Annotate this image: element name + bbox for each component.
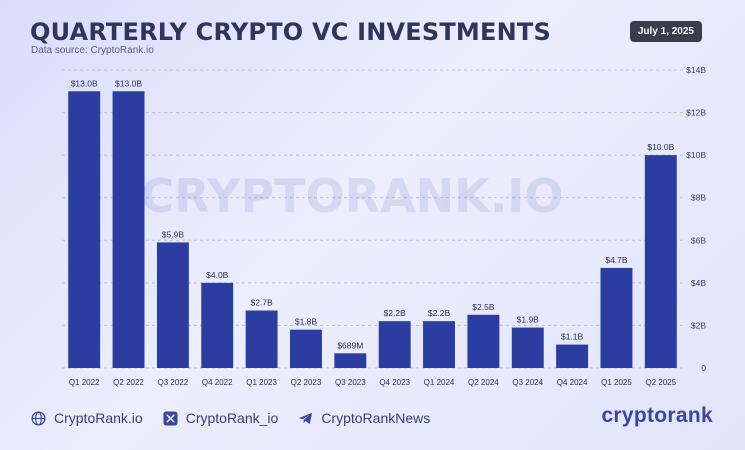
data-source-note: Data source: CryptoRank.io (31, 45, 154, 56)
footer-link-label: CryptoRankNews (321, 410, 431, 426)
chart-bars (68, 91, 677, 369)
bar (245, 310, 278, 368)
bar (600, 267, 633, 368)
bar (334, 353, 367, 368)
x-logo-icon (163, 410, 178, 426)
y-tick-label: 0 (701, 363, 706, 373)
x-tick-label: Q1 2022 (69, 378, 100, 387)
bar (156, 242, 189, 368)
globe-icon (31, 410, 46, 426)
x-tick-label: Q2 2023 (291, 378, 322, 387)
watermark: CRYPTORANK.IO (140, 169, 563, 223)
bar (556, 344, 589, 368)
page-title: QUARTERLY CRYPTO VC INVESTMENTS (30, 18, 551, 46)
y-tick-label: $12B (686, 108, 706, 118)
bar-data-label: $1.9B (517, 315, 540, 325)
bar-data-label: $13.0B (71, 78, 98, 88)
bar-data-label: $4.0B (206, 270, 229, 280)
bar-data-label: $4.7B (605, 255, 628, 265)
brand-logo: cryptorank (601, 404, 713, 427)
y-tick-label: $10B (686, 150, 706, 160)
bar-data-label: $2.2B (384, 308, 407, 318)
bar-data-label: $2.7B (250, 298, 273, 308)
bar-data-label: $1.1B (561, 332, 584, 342)
footer-link-x[interactable]: CryptoRank_io (163, 410, 279, 426)
x-tick-label: Q2 2025 (645, 378, 676, 387)
footer-link-label: CryptoRank_io (185, 410, 279, 426)
bar-data-label: $2.2B (428, 308, 451, 318)
bar (644, 155, 677, 368)
footer-link-telegram[interactable]: CryptoRankNews (298, 410, 430, 426)
x-tick-label: Q4 2023 (379, 378, 410, 387)
x-tick-label: Q3 2024 (512, 378, 543, 387)
y-tick-label: $2B (691, 320, 706, 330)
bar (378, 321, 411, 368)
footer-links: CryptoRank.io CryptoRank_io CryptoRankNe… (31, 410, 430, 426)
x-tick-label: Q4 2024 (557, 378, 588, 387)
footer-link-label: CryptoRank.io (54, 410, 143, 426)
x-tick-label: Q1 2025 (601, 378, 632, 387)
bar-data-label: $13.0B (115, 78, 142, 88)
y-tick-label: $14B (686, 65, 706, 75)
x-tick-label: Q3 2023 (335, 378, 366, 387)
bar-data-label: $689M (337, 340, 363, 350)
y-tick-label: $8B (691, 193, 706, 203)
bar (467, 314, 500, 368)
x-tick-label: Q2 2024 (468, 378, 499, 387)
x-tick-label: Q3 2022 (158, 378, 189, 387)
bar-data-label: $1.8B (295, 317, 318, 327)
bar (112, 91, 145, 369)
bar (423, 321, 456, 368)
chart-x-tick-labels: Q1 2022 Q2 2022 Q3 2022 Q4 2022 Q1 2023 Q2 20… (69, 378, 677, 387)
bar (289, 329, 322, 368)
bar-data-label: $5.9B (162, 229, 185, 239)
footer-link-website[interactable]: CryptoRank.io (31, 410, 143, 426)
date-badge: July 1, 2025 (629, 21, 702, 42)
chart-data-labels: $13.0B $13.0B $5.9B $4.0B $2.7B $1.8B $689M $2.… (71, 78, 675, 350)
bar (511, 327, 544, 368)
y-tick-label: $6B (691, 235, 706, 245)
bar-data-label: $2.5B (472, 302, 495, 312)
x-tick-label: Q4 2022 (202, 378, 233, 387)
x-tick-label: Q1 2024 (424, 378, 455, 387)
telegram-icon (298, 411, 313, 426)
chart-y-tick-labels: 0 $2B $4B $6B $8B $10B $12B $14B (686, 65, 706, 373)
x-tick-label: Q1 2023 (246, 378, 277, 387)
bar-data-label: $10.0B (647, 142, 674, 152)
x-tick-label: Q2 2022 (113, 378, 144, 387)
y-tick-label: $4B (691, 278, 706, 288)
bar (201, 282, 234, 368)
bar (68, 91, 101, 369)
